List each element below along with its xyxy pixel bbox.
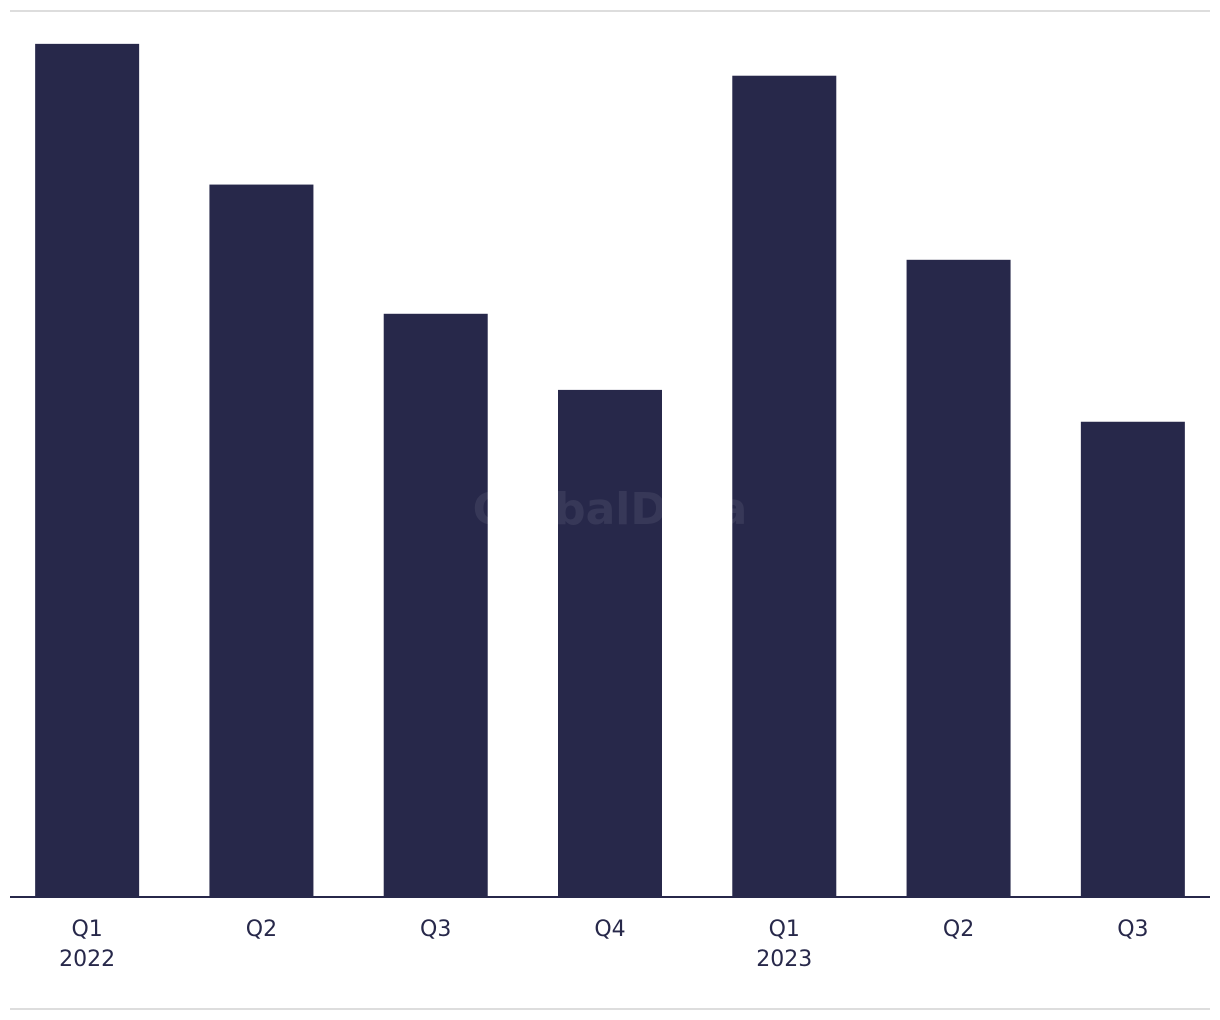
bar: [383, 313, 488, 897]
bar: [209, 184, 314, 897]
x-tick-label: Q2: [246, 917, 277, 942]
watermark: GlobalData: [473, 484, 748, 535]
x-group-label: 2023: [756, 947, 812, 972]
x-tick-label: Q1: [769, 917, 800, 942]
bar: [732, 75, 837, 898]
x-tick-label: Q3: [420, 917, 451, 942]
bar: [35, 43, 140, 898]
x-tick-label: Q1: [71, 917, 102, 942]
x-tick-label: Q2: [943, 917, 974, 942]
x-tick-label: Q3: [1117, 917, 1148, 942]
bar: [1080, 421, 1185, 897]
x-group-label: 2022: [59, 947, 115, 972]
bar: [558, 389, 662, 897]
x-tick-label: Q4: [594, 917, 625, 942]
bar: [906, 259, 1011, 897]
